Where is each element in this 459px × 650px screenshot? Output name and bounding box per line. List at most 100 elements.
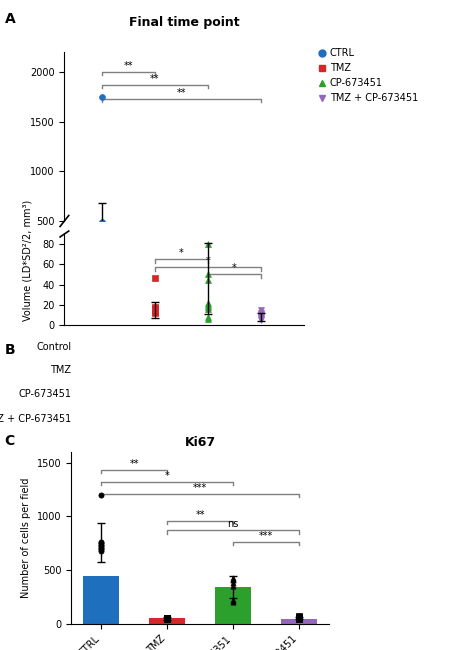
Point	[257, 265, 264, 275]
Point	[257, 265, 264, 276]
Point	[257, 265, 264, 275]
Point	[229, 597, 236, 608]
Text: ***: ***	[258, 531, 273, 541]
Text: B: B	[5, 343, 15, 358]
Point	[204, 264, 211, 274]
Point	[295, 611, 302, 621]
Bar	[280, 619, 317, 624]
Point	[204, 269, 211, 280]
Point	[204, 263, 211, 274]
Point	[98, 218, 105, 228]
Point	[163, 613, 170, 623]
Text: Final time point: Final time point	[129, 16, 239, 29]
Point	[295, 614, 302, 625]
Text: ***: ***	[193, 483, 207, 493]
Point	[151, 304, 158, 314]
Point	[295, 612, 302, 622]
Point	[257, 309, 264, 319]
Point	[229, 595, 236, 606]
Point	[204, 302, 211, 312]
Text: C: C	[5, 434, 15, 448]
Point	[257, 264, 264, 274]
Point	[229, 573, 236, 583]
Text: *: *	[232, 263, 236, 274]
Legend: CTRL, TMZ, CP-673451, TMZ + CP-673451: CTRL, TMZ, CP-673451, TMZ + CP-673451	[317, 48, 417, 103]
Point	[257, 307, 264, 318]
Point	[163, 614, 170, 624]
Point	[97, 540, 105, 551]
Point	[163, 613, 170, 623]
Point	[151, 307, 158, 317]
Point	[204, 300, 211, 310]
Point	[98, 219, 105, 229]
Text: TMZ: TMZ	[50, 365, 71, 375]
Point	[98, 223, 105, 233]
Point	[204, 261, 211, 271]
Point	[97, 541, 105, 552]
Point	[151, 264, 158, 274]
Point	[151, 302, 158, 312]
Point	[151, 264, 158, 274]
Point	[257, 265, 264, 276]
Point	[295, 612, 302, 623]
Point	[151, 264, 158, 274]
Point	[151, 264, 158, 274]
Point	[151, 264, 158, 274]
Point	[163, 614, 170, 624]
Text: **: **	[195, 510, 204, 519]
Y-axis label: Number of cells per field: Number of cells per field	[22, 478, 31, 598]
Point	[151, 264, 158, 274]
Point	[257, 309, 264, 320]
Point	[97, 545, 105, 556]
Point	[257, 305, 264, 315]
Point	[97, 542, 105, 552]
Text: Volume (LD*SD²/2, mm³): Volume (LD*SD²/2, mm³)	[22, 200, 33, 320]
Point	[204, 304, 211, 314]
Point	[257, 265, 264, 275]
Text: ns: ns	[227, 519, 238, 529]
Point	[151, 307, 158, 318]
Point	[257, 312, 264, 322]
Point	[151, 264, 158, 274]
Point	[204, 0, 211, 6]
Point	[151, 305, 158, 315]
Point	[151, 306, 158, 316]
Point	[151, 303, 158, 313]
Point	[204, 265, 211, 275]
Point	[229, 581, 236, 592]
Point	[97, 543, 105, 554]
Point	[204, 298, 211, 308]
Text: *: *	[164, 471, 169, 481]
Point	[257, 265, 264, 275]
Point	[257, 313, 264, 323]
Point	[257, 265, 264, 275]
Point	[229, 578, 236, 588]
Text: A: A	[5, 12, 15, 26]
Point	[151, 305, 158, 315]
Point	[257, 311, 264, 321]
Bar	[149, 618, 185, 624]
Point	[295, 613, 302, 623]
Point	[97, 537, 105, 547]
Bar	[214, 588, 251, 624]
Text: CP-673451: CP-673451	[18, 389, 71, 399]
Point	[229, 575, 236, 585]
Point	[163, 613, 170, 623]
Point	[257, 314, 264, 324]
Title: Ki67: Ki67	[184, 436, 215, 449]
Point	[229, 573, 236, 584]
Point	[163, 612, 170, 623]
Point	[98, 92, 105, 102]
Point	[151, 265, 158, 275]
Point	[151, 264, 158, 274]
Point	[204, 257, 211, 268]
Point	[204, 265, 211, 276]
Point	[204, 261, 211, 272]
Point	[204, 314, 211, 324]
Point	[257, 265, 264, 275]
Point	[98, 220, 105, 230]
Point	[204, 234, 211, 244]
Text: *: *	[179, 248, 183, 258]
Point	[257, 315, 264, 325]
Text: **: **	[123, 61, 133, 71]
